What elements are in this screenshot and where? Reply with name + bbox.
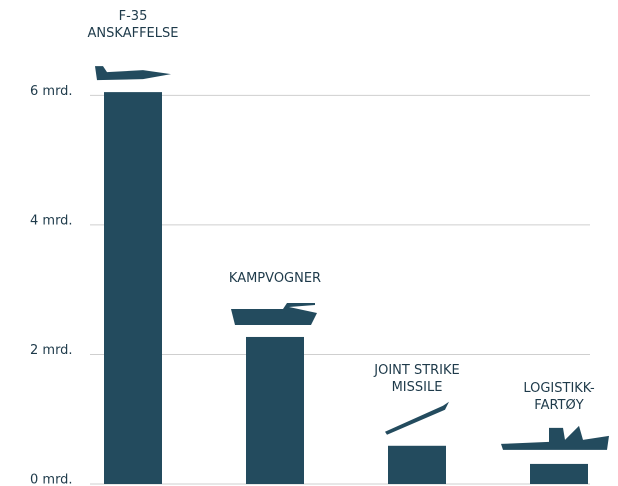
- icon: [231, 302, 317, 325]
- bar: [530, 463, 588, 484]
- category-label: KAMPVOGNER: [228, 270, 322, 286]
- y-tick-label: 6 mrd.: [30, 84, 73, 99]
- y-tick-label: 4 mrd.: [30, 213, 73, 228]
- y-tick-label: 0 mrd.: [30, 473, 73, 486]
- bar: [104, 92, 162, 484]
- bar: [246, 336, 304, 484]
- category-label: JOINT STRIKE MISSILE: [374, 362, 460, 395]
- icon: [95, 66, 171, 81]
- category-label: LOGISTIKK-FARTØY: [523, 380, 595, 413]
- bar: [388, 445, 446, 484]
- icon: [385, 401, 449, 435]
- icon: [501, 425, 609, 450]
- y-tick-label: 2 mrd.: [30, 343, 73, 358]
- category-label: F-35 ANSKAFFELSE: [87, 9, 179, 42]
